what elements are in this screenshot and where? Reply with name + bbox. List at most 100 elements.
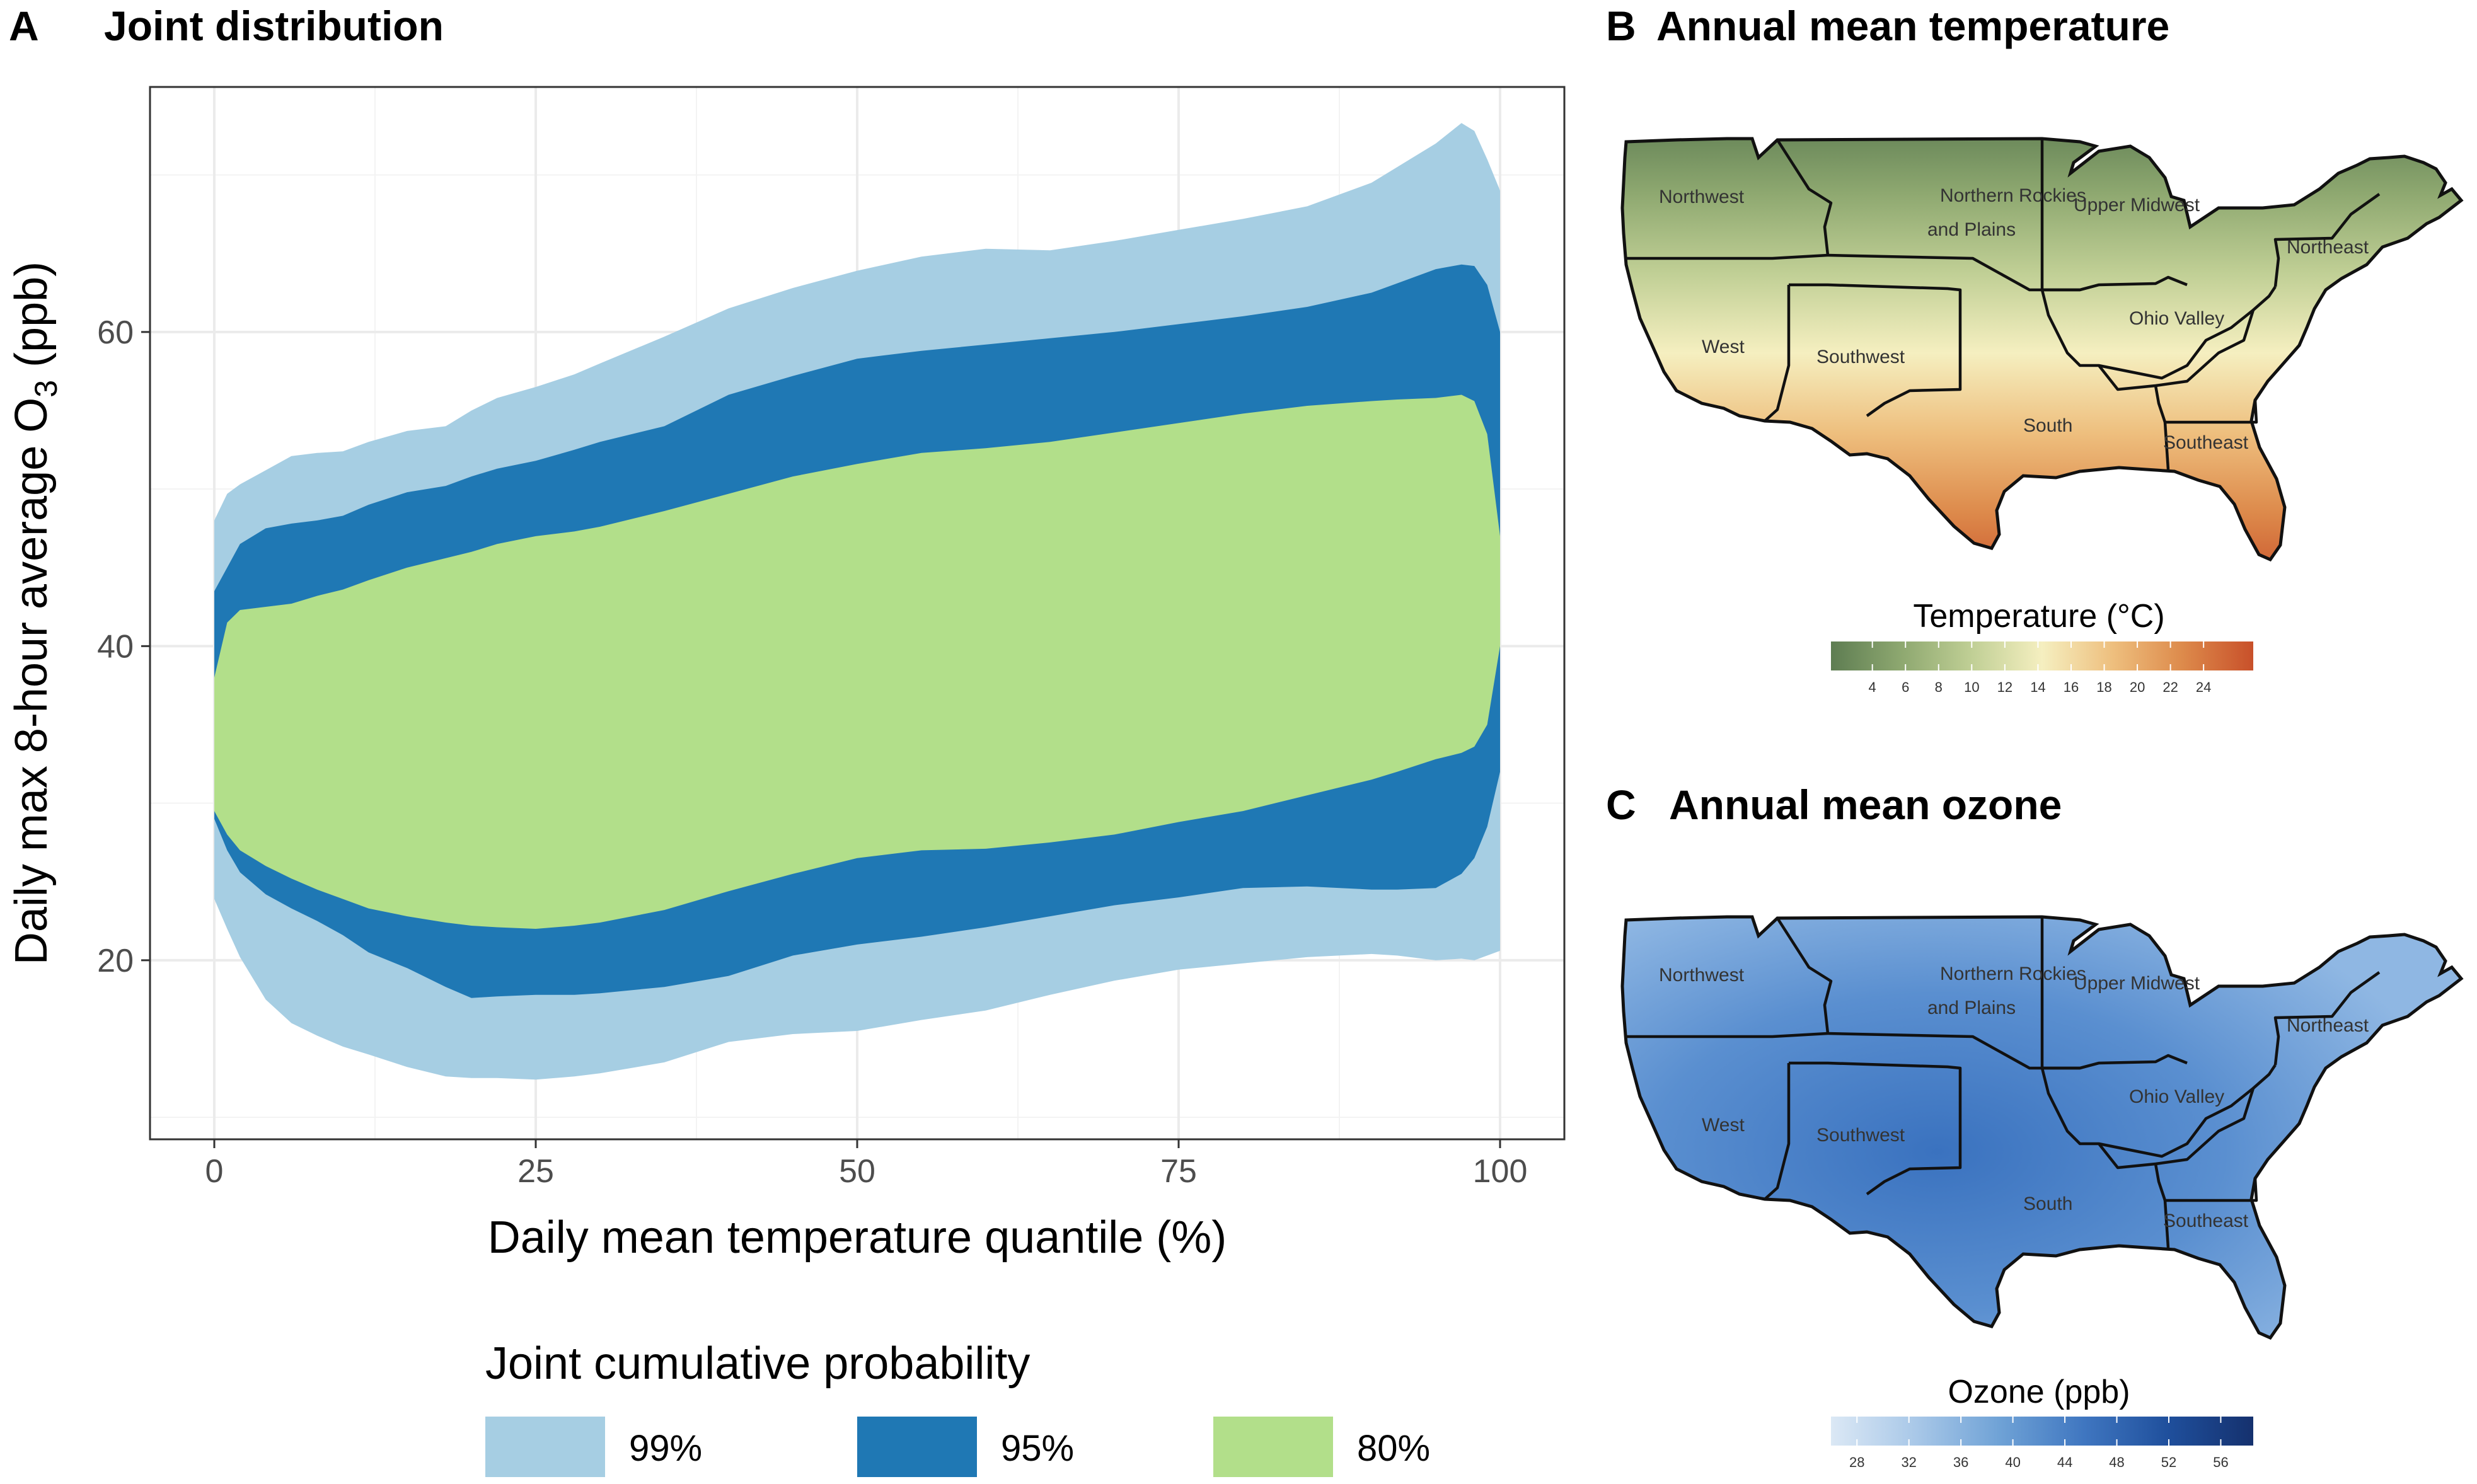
legend-label: 80% — [1357, 1428, 1430, 1469]
region-label: and Plains — [1927, 219, 2016, 240]
colorbar-tick-label: 20 — [2130, 679, 2145, 695]
region-border — [1776, 139, 1833, 256]
region-border — [2154, 385, 2258, 424]
region-label: Northern Rockies — [1940, 185, 2086, 206]
panel-c-title: Annual mean ozone — [1669, 781, 2062, 828]
y-axis-title-unit: (ppb) — [6, 262, 57, 380]
region-label: West — [1702, 336, 1745, 357]
legend-title: Joint cumulative probability — [485, 1338, 1030, 1389]
region-label: Northwest — [1659, 187, 1745, 207]
colorbar-tick-label: 22 — [2162, 679, 2178, 695]
legend: Joint cumulative probability 99% 95% 80% — [485, 1338, 1430, 1477]
region-label: Ohio Valley — [2129, 1086, 2224, 1107]
region-border — [2042, 1054, 2188, 1070]
us-outline — [1620, 915, 2464, 1340]
region-label: West — [1702, 1115, 1745, 1136]
ozone-colorbar-ticks: 28 32 36 40 44 48 52 56 — [1849, 1417, 2229, 1470]
colorbar-tick-label: 36 — [1953, 1454, 1968, 1470]
legend-key-80-percent — [1213, 1417, 1333, 1477]
ozone-colorbar-title: Ozone (ppb) — [1948, 1374, 2130, 1410]
region-label: Southeast — [2163, 1211, 2249, 1231]
temperature-colorbar: Temperature (°C) 4 6 8 10 12 14 16 18 20 22 24 — [1831, 598, 2253, 695]
y-tick-label: 20 — [97, 943, 134, 979]
region-label: South — [2023, 1194, 2072, 1214]
region-border — [1764, 285, 1791, 422]
region-border — [2163, 1200, 2170, 1248]
colorbar-tick-label: 10 — [1964, 679, 1979, 695]
panel-c: C Annual mean ozone Northwest Northern Ro… — [1606, 781, 2464, 1470]
region-border — [1764, 1063, 1791, 1200]
colorbar-tick-label: 18 — [2096, 679, 2111, 695]
legend-items: 99% 95% 80% — [485, 1417, 1430, 1477]
colorbar-tick-label: 52 — [2161, 1454, 2176, 1470]
ozone-colorbar-bar — [1831, 1417, 2253, 1446]
temperature-colorbar-title: Temperature (°C) — [1913, 598, 2164, 635]
region-border — [1789, 283, 1962, 417]
panel-a-title: Joint distribution — [104, 3, 444, 49]
region-border — [1625, 1032, 1828, 1038]
region-labels: Northwest Northern Rockies and Plains Upper… — [1659, 963, 2369, 1231]
colorbar-tick-label: 40 — [2005, 1454, 2020, 1470]
region-border — [2273, 971, 2381, 1066]
region-label: Northern Rockies — [1940, 963, 2086, 984]
region-label: Southwest — [1816, 1125, 1905, 1146]
x-tick-label: 25 — [517, 1153, 554, 1190]
colorbar-tick-label: 12 — [1997, 679, 2012, 695]
region-borders — [1625, 917, 2381, 1248]
region-label: Northeast — [2287, 237, 2369, 258]
colorbar-tick-label: 24 — [2196, 679, 2211, 695]
x-tick-label: 100 — [1473, 1153, 1528, 1190]
ozone-colorbar: Ozone (ppb) 28 32 36 40 44 48 52 56 — [1831, 1374, 2253, 1470]
y-tick-label: 40 — [97, 628, 134, 665]
region-label: Southeast — [2163, 432, 2249, 453]
panel-b: B Annual mean temperature Northwest North… — [1606, 3, 2464, 695]
y-axis-ticks: 20 40 60 — [97, 314, 150, 979]
colorbar-tick-label: 32 — [1901, 1454, 1916, 1470]
region-border — [1827, 917, 2044, 1070]
colorbar-tick-label: 14 — [2030, 679, 2045, 695]
region-label: Ohio Valley — [2129, 308, 2224, 329]
x-tick-label: 0 — [205, 1153, 224, 1190]
region-label: Upper Midwest — [2074, 195, 2200, 216]
region-border — [1776, 917, 1833, 1034]
legend-label: 99% — [629, 1428, 702, 1469]
region-borders — [1625, 139, 2381, 470]
y-axis-title-subscript: 3 — [28, 380, 64, 398]
panel-a: A Joint distribution 0 25 50 75 100 20 40 60 D… — [6, 3, 1566, 1477]
region-label: Northwest — [1659, 965, 1745, 986]
region-label: Southwest — [1816, 347, 1905, 367]
colorbar-tick-label: 44 — [2057, 1454, 2072, 1470]
region-label: and Plains — [1927, 998, 2016, 1018]
colorbar-tick-label: 6 — [1902, 679, 1909, 695]
legend-label: 95% — [1001, 1428, 1074, 1469]
region-border — [1827, 139, 2044, 292]
temperature-colorbar-bar — [1831, 641, 2253, 670]
region-border — [2042, 275, 2188, 292]
colorbar-tick-label: 56 — [2213, 1454, 2228, 1470]
colorbar-tick-label: 48 — [2109, 1454, 2124, 1470]
y-axis-title-main: Daily max 8-hour average O — [6, 398, 57, 965]
temperature-map: Northwest Northern Rockies and Plains Upper… — [1620, 137, 2464, 562]
x-tick-label: 75 — [1160, 1153, 1197, 1190]
plot-area — [149, 86, 1566, 1141]
ozone-map: Northwest Northern Rockies and Plains Upper… — [1620, 915, 2464, 1340]
region-border — [2098, 309, 2255, 391]
region-border — [2163, 422, 2170, 470]
colorbar-tick-label: 8 — [1935, 679, 1943, 695]
region-border — [1625, 253, 1828, 260]
y-axis-title: Daily max 8-hour average O3 (ppb) — [6, 262, 64, 965]
panel-b-title: Annual mean temperature — [1656, 3, 2169, 49]
region-border — [2154, 1163, 2258, 1202]
y-tick-label: 60 — [97, 314, 134, 351]
legend-key-95-percent — [857, 1417, 977, 1477]
x-axis-title: Daily mean temperature quantile (%) — [488, 1212, 1227, 1263]
panel-a-letter: A — [9, 3, 39, 49]
band-80-percent — [214, 394, 1500, 929]
temperature-colorbar-ticks: 4 6 8 10 12 14 16 18 20 22 24 — [1869, 641, 2211, 695]
colorbar-tick-label: 16 — [2064, 679, 2079, 695]
colorbar-tick-label: 4 — [1869, 679, 1876, 695]
probability-bands — [214, 123, 1500, 1080]
x-tick-label: 50 — [839, 1153, 875, 1190]
x-axis-ticks: 0 25 50 75 100 — [205, 1139, 1528, 1190]
